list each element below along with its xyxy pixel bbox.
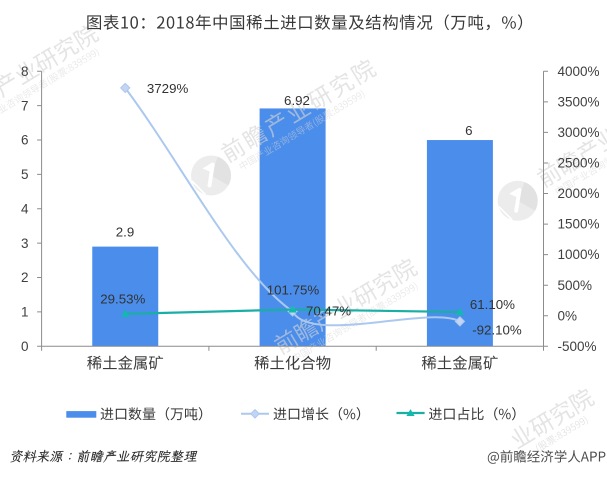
svg-text:6: 6 <box>21 133 29 148</box>
svg-text:-92.10%: -92.10% <box>472 322 522 337</box>
svg-text:0: 0 <box>21 339 29 354</box>
svg-text:5: 5 <box>21 167 29 182</box>
svg-text:1: 1 <box>21 305 29 320</box>
svg-text:29.53%: 29.53% <box>100 292 145 307</box>
svg-text:2500%: 2500% <box>558 156 600 171</box>
svg-text:4: 4 <box>21 201 29 216</box>
svg-text:2.9: 2.9 <box>116 224 135 239</box>
svg-text:500%: 500% <box>558 278 593 293</box>
svg-text:0%: 0% <box>558 308 578 323</box>
svg-text:3: 3 <box>21 236 29 251</box>
svg-text:4000%: 4000% <box>558 64 600 79</box>
svg-text:1500%: 1500% <box>558 217 600 232</box>
svg-text:61.10%: 61.10% <box>470 297 515 312</box>
svg-text:70.47%: 70.47% <box>306 304 351 319</box>
svg-text:101.75%: 101.75% <box>267 283 320 298</box>
svg-text:2: 2 <box>21 270 29 285</box>
svg-text:2000%: 2000% <box>558 186 600 201</box>
svg-text:3729%: 3729% <box>147 81 189 96</box>
svg-text:-500%: -500% <box>558 339 597 354</box>
svg-text:1000%: 1000% <box>558 247 600 262</box>
svg-text:3000%: 3000% <box>558 125 600 140</box>
svg-text:6.92: 6.92 <box>284 93 310 108</box>
svg-text:7: 7 <box>21 98 29 113</box>
svg-text:6: 6 <box>465 123 472 138</box>
svg-text:8: 8 <box>21 64 29 79</box>
svg-text:3500%: 3500% <box>558 94 600 109</box>
